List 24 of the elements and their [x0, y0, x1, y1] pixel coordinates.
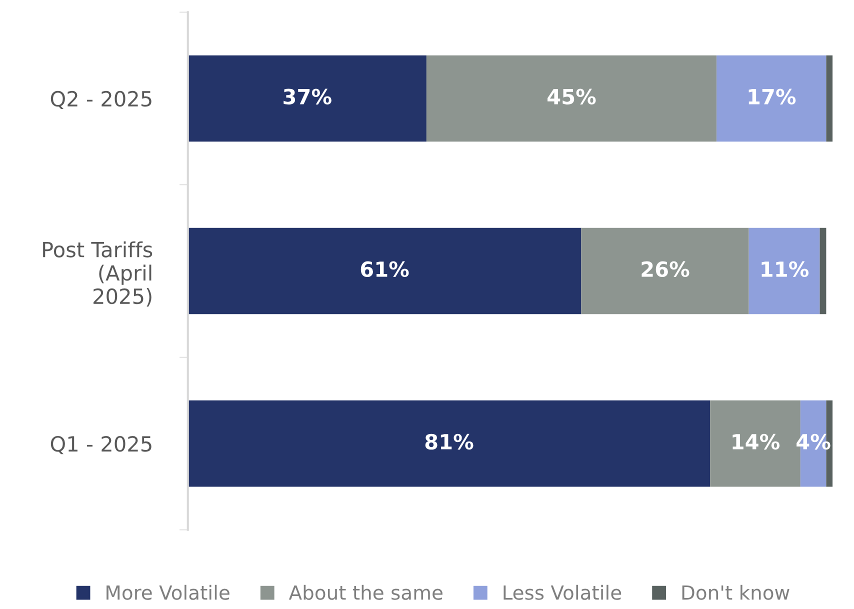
data-label: 81% [425, 434, 474, 450]
bar [188, 55, 426, 142]
data-label: 14% [732, 434, 780, 450]
y-tick-label: Post Tariffs (April 2025) [43, 241, 152, 307]
bar [820, 228, 826, 314]
data-label: 37% [284, 88, 332, 104]
y-tick-label: Q2 - 2025 [50, 90, 152, 110]
y-tick-label: Q1 - 2025 [50, 436, 152, 454]
legend-label: More Volatile [106, 584, 230, 600]
legend-label: About the same [288, 584, 442, 600]
bar [748, 228, 820, 314]
bar [188, 400, 710, 487]
bar [716, 55, 826, 142]
data-label: 61% [360, 261, 409, 278]
data-label: 11% [762, 261, 809, 278]
bar [581, 228, 749, 314]
legend-label: Don't know [682, 584, 790, 600]
data-label: 26% [642, 261, 690, 278]
bar [188, 228, 582, 314]
data-label: 45% [548, 88, 596, 104]
legend-label: Less Volatile [504, 584, 622, 600]
bar [826, 55, 833, 142]
data-label: 17% [748, 88, 796, 104]
bar [426, 55, 717, 142]
